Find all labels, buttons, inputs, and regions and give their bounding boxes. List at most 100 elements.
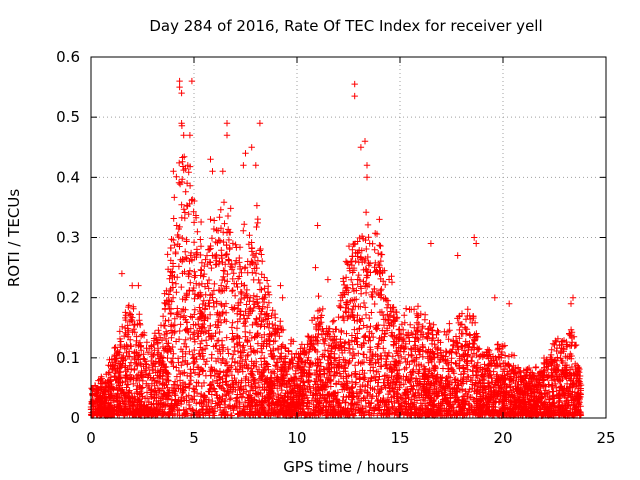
data-point [228,264,236,271]
data-point [355,350,362,357]
data-point [251,253,259,261]
data-point [367,269,374,276]
data-point [198,267,205,274]
data-point [198,280,206,287]
data-point [378,355,385,362]
data-point [371,405,379,412]
data-point [174,240,181,248]
data-point [238,289,245,296]
data-point [205,285,212,292]
data-point [196,304,203,311]
data-point [461,347,468,354]
data-point [242,356,249,363]
data-point [315,330,322,338]
data-point [347,297,354,305]
data-point [373,230,381,238]
data-point [210,385,217,392]
data-point [150,352,157,359]
data-point [129,329,136,336]
data-point [213,226,220,234]
data-point [264,304,271,311]
data-point [408,396,416,403]
data-point [367,367,374,374]
data-series [87,77,585,419]
data-point [363,324,371,331]
data-point [222,283,230,290]
data-point [218,301,225,309]
data-point [173,289,180,296]
data-point [452,360,459,367]
data-point [243,301,250,308]
data-point [182,188,189,195]
data-point [446,320,453,327]
data-point [243,315,251,322]
data-point [175,367,183,375]
data-point [349,269,356,276]
data-point [213,377,220,384]
data-point [414,335,421,342]
data-point [127,359,135,366]
data-point [151,330,159,337]
data-point [167,244,175,252]
data-point [377,287,384,294]
data-point [369,352,377,359]
data-point [223,368,231,375]
data-point [229,275,236,283]
data-point [225,350,232,357]
data-point [190,360,197,367]
data-point [345,242,353,250]
data-point [234,333,241,341]
data-point [186,348,193,355]
data-point [494,371,501,378]
data-point [205,276,213,284]
data-point [201,262,208,270]
data-point [362,209,370,216]
data-point [553,361,560,368]
data-point [254,219,261,227]
data-point [116,328,123,335]
data-point [259,258,266,265]
data-point [183,202,191,209]
data-point [374,383,381,390]
data-point [178,362,185,369]
data-point [231,359,239,366]
data-point [197,218,205,226]
data-point [229,287,236,294]
data-point [380,312,387,319]
data-point [346,265,353,272]
data-point [208,364,215,371]
data-point [211,280,218,288]
data-point [314,355,321,363]
data-point [414,314,421,321]
data-point [362,289,370,297]
data-point [224,346,231,353]
data-point [196,314,203,322]
data-point [126,348,133,355]
data-point [204,280,211,287]
data-point [371,246,378,253]
data-point [172,280,180,287]
data-point [292,370,299,377]
data-point [258,334,265,341]
data-point [254,340,262,347]
data-point [329,318,336,325]
data-point [185,169,192,176]
data-point [330,317,338,324]
data-point [246,232,253,239]
data-point [187,325,194,332]
data-point [226,244,233,252]
data-point [165,317,172,324]
data-point [400,326,407,334]
data-point [178,307,186,315]
data-point [221,220,228,227]
data-point [478,372,485,379]
data-point [182,248,189,255]
data-point [175,179,183,186]
data-point [380,278,387,285]
data-point [263,277,271,284]
data-point [250,378,257,385]
data-point [368,353,376,360]
data-point [183,236,190,243]
data-point [168,359,176,366]
